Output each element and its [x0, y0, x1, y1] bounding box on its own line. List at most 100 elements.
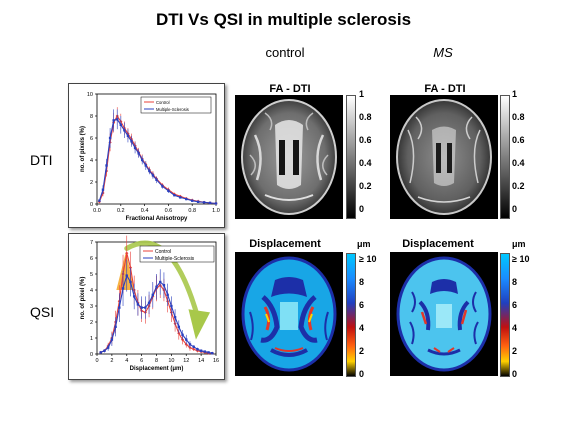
data-point	[170, 304, 173, 308]
data-point	[119, 123, 122, 126]
data-point	[118, 306, 121, 309]
plot-frame	[96, 93, 217, 205]
data-point	[151, 174, 155, 177]
data-point	[203, 350, 207, 353]
data-point	[181, 333, 184, 336]
data-point	[136, 303, 140, 306]
disp-map-ms	[390, 252, 498, 376]
data-point	[208, 201, 212, 205]
data-point	[173, 194, 176, 197]
fa-ticks-control: 1 0.8 0.6 0.4 0.2 0	[359, 89, 389, 219]
fa-label-control: FA - DTI	[269, 83, 311, 95]
data-point	[98, 199, 101, 202]
x-tick-label: 4	[125, 358, 128, 364]
fa-colorbar-control	[346, 95, 356, 219]
data-point	[192, 345, 195, 348]
disp-brain-ms-image	[396, 256, 492, 372]
fa-map-control	[235, 95, 343, 219]
data-point	[105, 164, 108, 167]
disp-ticks-control: ≥ 10 8 6 4 2 0	[359, 250, 393, 380]
y-tick-label: 6	[90, 136, 93, 142]
colorbar-tick-label: 0	[359, 204, 365, 214]
legend-label: Control	[156, 100, 170, 105]
data-point	[214, 202, 218, 205]
x-tick-label: 12	[183, 358, 189, 364]
data-point	[188, 343, 192, 346]
data-point	[151, 293, 154, 296]
y-tick-label: 0	[90, 352, 93, 358]
dti-histogram-chart: 0.0 0.2 0.4 0.6 0.8 1.0 0 2 4 6 8 10 Fractional Anis…	[80, 92, 220, 222]
data-point	[202, 201, 206, 204]
colorbar-tick-label: 0.4	[359, 158, 372, 168]
data-point	[133, 146, 137, 150]
fa-brain-ms-image	[396, 99, 492, 215]
data-point	[162, 284, 166, 287]
qsi-chart-box: 0 2 4 6 8 10 12 14 16 0 1 2 3 4 5 6 7 Displacement (μm) no…	[68, 233, 225, 380]
y-tick-label: 2	[90, 320, 93, 326]
data-point	[159, 280, 162, 284]
data-point	[144, 306, 147, 309]
y-tick-label: 4	[90, 288, 93, 294]
page-title: DTI Vs QSI in multiple sclerosis	[155, 10, 412, 29]
y-tick-label: 6	[90, 256, 93, 262]
data-point	[167, 189, 170, 192]
fa-brain-control-image	[241, 99, 337, 215]
x-tick-label: 0.6	[165, 208, 173, 214]
data-point	[123, 129, 126, 132]
y-tick-label: 4	[90, 158, 93, 164]
data-point	[121, 287, 125, 290]
y-tick-label: 1	[90, 336, 93, 342]
colorbar-tick-label: 6	[359, 300, 365, 310]
legend-box	[139, 245, 215, 263]
data-point	[148, 169, 151, 173]
row-label-qsi: QSI	[30, 304, 55, 320]
disp-map-control	[235, 252, 343, 376]
data-point	[166, 293, 169, 296]
colorbar-tick-label: 0	[359, 369, 365, 379]
x-tick-label: 0	[95, 358, 98, 364]
colorbar-tick-label: 0	[512, 204, 518, 214]
x-tick-label: 0.4	[141, 208, 149, 214]
data-point	[177, 325, 181, 328]
disp-colorbar-control	[346, 253, 356, 377]
x-tick-label: 0.0	[93, 208, 101, 214]
colorbar-tick-label: 8	[359, 277, 365, 287]
y-tick-label: 8	[90, 114, 93, 120]
data-point	[185, 197, 188, 201]
disp-label-ms: Displacement	[402, 238, 474, 250]
colorbar-tick-label: 0	[512, 369, 518, 379]
data-point	[130, 140, 133, 143]
data-point	[155, 285, 158, 288]
colorbar-tick-label: 2	[512, 346, 518, 356]
data-point	[155, 178, 158, 181]
y-tick-label: 0	[90, 202, 93, 208]
x-tick-label: 2	[110, 358, 113, 364]
data-point	[114, 325, 117, 328]
y-tick-label: 10	[87, 92, 93, 98]
fa-colorbar-ms	[500, 95, 510, 219]
y-axis-label: no. of pixel (%)	[80, 277, 86, 320]
disp-ticks-ms: ≥ 10 8 6 4 2 0	[512, 250, 546, 380]
data-point	[207, 351, 210, 354]
disp-colorbar-ms	[500, 253, 510, 377]
data-point	[147, 301, 151, 304]
colorbar-tick-label: 0.2	[359, 181, 372, 191]
data-point	[179, 196, 182, 199]
data-point	[144, 164, 147, 167]
x-axis-label: Displacement (μm)	[130, 366, 184, 372]
colorbar-tick-label: 0.8	[512, 112, 525, 122]
y-tick-label: 5	[90, 272, 93, 278]
data-point	[129, 280, 132, 284]
series-line	[98, 114, 217, 205]
legend-box	[140, 96, 212, 114]
data-point	[196, 200, 200, 203]
data-point	[125, 274, 128, 277]
data-point	[140, 306, 143, 309]
dti-chart-box: 0.0 0.2 0.4 0.6 0.8 1.0 0 2 4 6 8 10 Fractional Anis…	[68, 83, 225, 228]
data-point	[110, 338, 114, 341]
fa-label-ms: FA - DTI	[424, 83, 466, 95]
data-point	[196, 348, 199, 351]
data-point	[101, 188, 105, 191]
row-label-dti: DTI	[30, 152, 53, 168]
disp-label-control: Displacement	[249, 238, 321, 250]
